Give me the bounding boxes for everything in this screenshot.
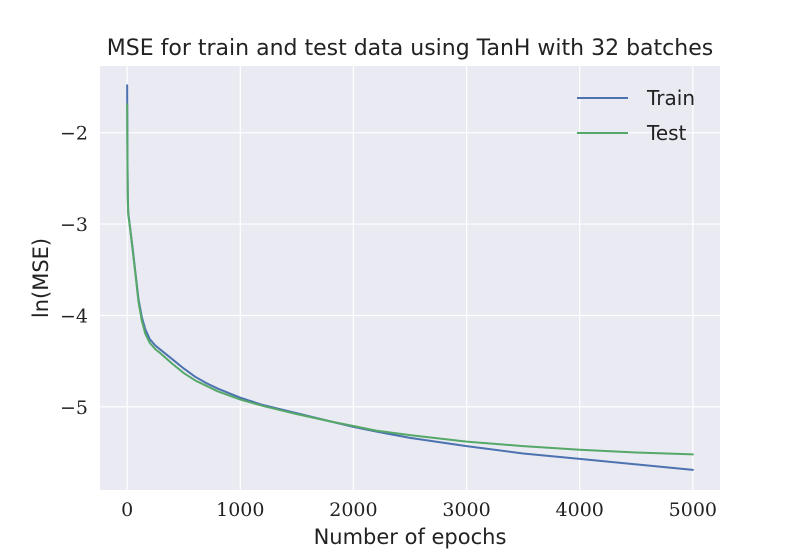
legend: Train Test bbox=[577, 86, 695, 145]
series-line-test bbox=[126, 103, 694, 456]
y-tick-label: −2 bbox=[60, 123, 88, 145]
x-tick-label: 1000 bbox=[216, 499, 264, 521]
y-tick-label: −3 bbox=[60, 214, 88, 236]
x-tick-label: 0 bbox=[121, 499, 133, 521]
plot-area bbox=[100, 66, 720, 490]
x-tick-label: 4000 bbox=[556, 499, 604, 521]
y-tick-label: −4 bbox=[60, 305, 88, 327]
x-tick-label: 2000 bbox=[329, 499, 377, 521]
x-tick-label: 3000 bbox=[442, 499, 490, 521]
legend-label-test: Test bbox=[646, 121, 687, 145]
chart-title: MSE for train and test data using TanH w… bbox=[107, 36, 713, 61]
tick-labels: 0 1000 2000 3000 4000 5000 −2 −3 −4 −5 bbox=[60, 123, 717, 521]
y-axis-label: ln(MSE) bbox=[29, 238, 53, 318]
grid-lines bbox=[100, 66, 720, 490]
legend-label-train: Train bbox=[646, 86, 695, 110]
y-tick-label: −5 bbox=[60, 397, 88, 419]
x-tick-label: 5000 bbox=[669, 499, 717, 521]
x-axis-label: Number of epochs bbox=[314, 525, 507, 549]
series-lines bbox=[126, 84, 694, 471]
